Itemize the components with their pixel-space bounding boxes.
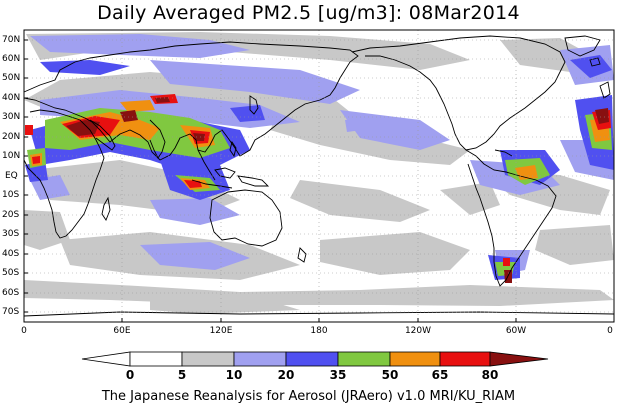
- coastlines: [23, 35, 615, 317]
- axis-ticks: [23, 39, 615, 322]
- graticule: [24, 30, 614, 322]
- colorbar-bin-5-10: [181, 351, 235, 367]
- colorbar-arrow-high: [489, 351, 549, 367]
- colorbar-bin-35-50: [337, 351, 391, 367]
- colorbar-bin-50-65: [389, 351, 441, 367]
- map-title: Daily Averaged PM2.5 [ug/m3]: 08Mar2014: [97, 2, 520, 24]
- colorbar: [81, 351, 549, 367]
- colorbar-bin-10-20: [233, 351, 287, 367]
- colorbar-bin-20-35: [285, 351, 339, 367]
- colorbar-bin-0-5: [129, 351, 183, 367]
- footer-credit: The Japanese Reanalysis for Aerosol (JRA…: [101, 389, 516, 404]
- pm25-shading: [24, 32, 614, 314]
- colorbar-arrow-low: [81, 351, 131, 367]
- colorbar-bin-65-80: [439, 351, 491, 367]
